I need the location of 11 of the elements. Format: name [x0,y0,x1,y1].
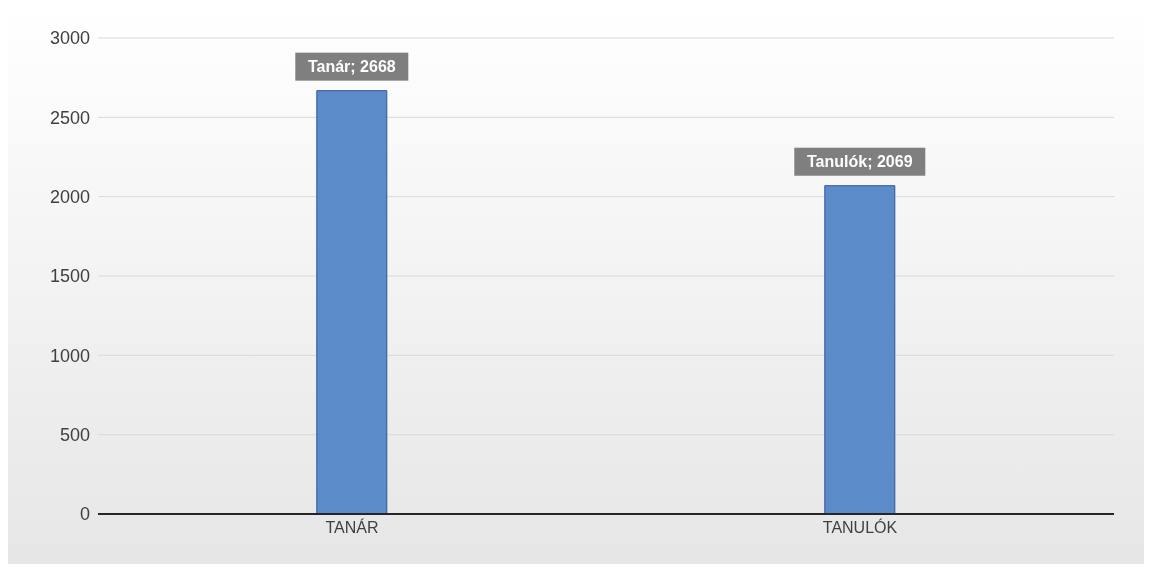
y-tick-label: 3000 [49,28,90,49]
y-tick-label: 1500 [49,266,90,287]
x-tick-label: TANULÓK [822,518,898,537]
y-tick-label: 2500 [49,107,90,128]
y-tick-label: 1000 [49,345,90,366]
data-label: Tanár; 2668 [307,57,396,75]
y-tick-label: 0 [79,504,90,525]
y-tick-label: 500 [59,425,90,446]
y-tick-label: 2000 [49,187,90,208]
x-tick-label: TANÁR [325,518,379,537]
data-label: Tanulók; 2069 [807,152,913,170]
